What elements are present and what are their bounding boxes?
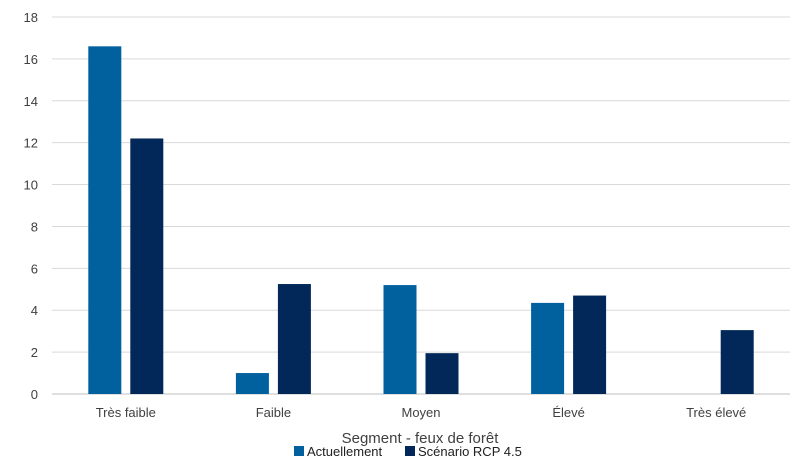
y-tick-label: 10 <box>24 178 38 193</box>
x-tick-label: Très faible <box>96 405 156 420</box>
y-tick-label: 16 <box>24 52 38 67</box>
y-tick-label: 14 <box>24 94 38 109</box>
y-axis-ticks: 0 2 4 6 8 10 12 14 16 18 <box>24 10 38 402</box>
y-tick-label: 12 <box>24 136 38 151</box>
x-axis-ticks: Très faible Faible Moyen Élevé Très élevé <box>96 405 747 420</box>
x-axis-title: Segment - feux de forêt <box>342 430 500 447</box>
bars <box>88 46 754 394</box>
bar-actuellement-0 <box>88 46 122 394</box>
x-tick-label: Moyen <box>401 405 440 420</box>
y-tick-label: 2 <box>31 345 38 360</box>
legend-label: Actuellement <box>307 444 383 459</box>
bar-scenario-rcp45-0 <box>130 138 164 394</box>
y-tick-label: 4 <box>31 303 38 318</box>
bar-actuellement-3 <box>531 302 565 394</box>
bar-scenario-rcp45-1 <box>277 284 311 394</box>
x-tick-label: Faible <box>256 405 291 420</box>
y-tick-label: 8 <box>31 219 38 234</box>
legend-item: Scénario RCP 4.5 <box>405 444 522 459</box>
legend-swatch <box>294 446 304 456</box>
bar-actuellement-1 <box>235 373 269 394</box>
legend-item: Actuellement <box>294 444 383 459</box>
gridlines <box>52 16 790 395</box>
y-tick-label: 18 <box>24 10 38 25</box>
legend-swatch <box>405 446 415 456</box>
x-tick-label: Élevé <box>552 405 585 420</box>
y-tick-label: 6 <box>31 261 38 276</box>
y-tick-label: 0 <box>31 387 38 402</box>
bar-actuellement-2 <box>383 285 417 394</box>
bar-scenario-rcp45-4 <box>720 330 754 394</box>
legend: Actuellement Scénario RCP 4.5 <box>294 444 522 459</box>
x-tick-label: Très élevé <box>686 405 746 420</box>
bar-scenario-rcp45-3 <box>573 295 607 394</box>
legend-label: Scénario RCP 4.5 <box>418 444 522 459</box>
bar-scenario-rcp45-2 <box>425 353 459 394</box>
